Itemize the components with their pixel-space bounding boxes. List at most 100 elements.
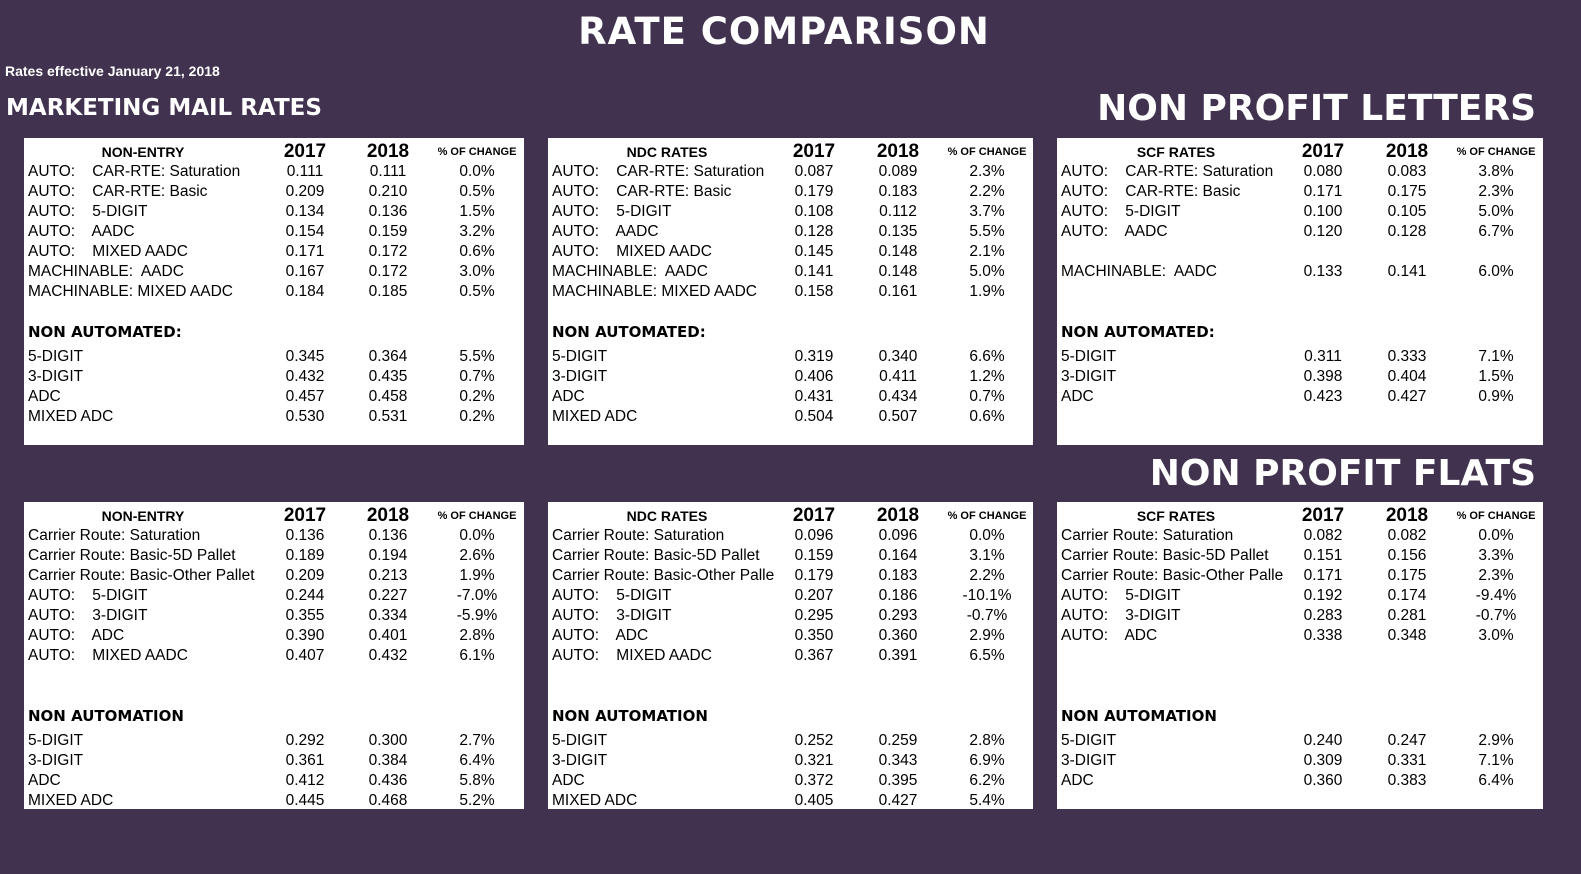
- rate-label: Carrier Route: Saturation: [552, 527, 725, 544]
- rate-label: AUTO: CAR-RTE: Basic: [1061, 183, 1241, 200]
- rate-2018: 0.148: [878, 243, 918, 260]
- rate-2017: 0.189: [285, 547, 325, 564]
- rate-2017: 0.192: [1303, 587, 1343, 604]
- rate-2017: 0.111: [286, 163, 324, 180]
- pct-change: 0.0%: [459, 163, 495, 180]
- table-row: AUTO: MIXED AADC 0.171 0.172 0.6%: [24, 242, 524, 262]
- rate-2017: 0.295: [794, 607, 834, 624]
- pct-change: 3.7%: [969, 203, 1005, 220]
- pct-change: 2.2%: [969, 183, 1005, 200]
- column-2018: 2018: [1385, 141, 1429, 162]
- column-2018: 2018: [366, 141, 410, 162]
- rate-2018: 0.360: [878, 627, 918, 644]
- pct-change: 3.0%: [1478, 627, 1514, 644]
- rate-2018: 0.175: [1387, 183, 1427, 200]
- column-pct-change: % OF CHANGE: [947, 146, 1027, 158]
- rate-label: AUTO: ADC: [28, 627, 125, 644]
- rate-2018: 0.089: [878, 163, 918, 180]
- rate-label: Carrier Route: Saturation: [1061, 527, 1234, 544]
- rate-label: 5-DIGIT: [552, 732, 608, 749]
- rate-2017: 0.355: [285, 607, 325, 624]
- pct-change: 0.5%: [459, 183, 495, 200]
- pct-change: 0.7%: [969, 388, 1005, 405]
- table-header: SCF RATES 2017 2018 % OF CHANGE: [1057, 142, 1543, 162]
- rate-2018: 0.136: [368, 527, 408, 544]
- rate-2018: 0.172: [368, 263, 408, 280]
- pct-change: -10.1%: [962, 587, 1012, 604]
- rate-2017: 0.087: [794, 163, 834, 180]
- rate-label: AUTO: 5-DIGIT: [1061, 587, 1181, 604]
- rate-label: AUTO: 5-DIGIT: [1061, 203, 1181, 220]
- rate-2018: 0.434: [878, 388, 918, 405]
- rate-2017: 0.361: [285, 752, 325, 769]
- rate-2018: 0.384: [368, 752, 408, 769]
- table-row: MIXED ADC 0.405 0.427 5.4%: [548, 791, 1033, 811]
- rate-2018: 0.383: [1387, 772, 1427, 789]
- rate-2017: 0.530: [285, 408, 325, 425]
- pct-change: 5.5%: [459, 348, 495, 365]
- rate-label: 5-DIGIT: [1061, 348, 1117, 365]
- rate-label: AUTO: ADC: [1061, 627, 1158, 644]
- rate-2018: 0.194: [368, 547, 408, 564]
- section-title-non-profit-letters: NON PROFIT LETTERS: [1097, 88, 1536, 129]
- pct-change: 2.8%: [969, 732, 1005, 749]
- pct-change: 5.0%: [1478, 203, 1514, 220]
- pct-change: 6.7%: [1478, 223, 1514, 240]
- rate-label: AUTO: 3-DIGIT: [1061, 607, 1181, 624]
- rate-label: AUTO: CAR-RTE: Basic: [28, 183, 208, 200]
- rate-2017: 0.372: [794, 772, 834, 789]
- rate-2018: 0.395: [878, 772, 918, 789]
- pct-change: 7.1%: [1478, 752, 1514, 769]
- pct-change: 6.6%: [969, 348, 1005, 365]
- rate-2017: 0.209: [285, 183, 325, 200]
- table-row: AUTO: 3-DIGIT 0.355 0.334 -5.9%: [24, 606, 524, 626]
- subsection-label: NON AUTOMATION: [1061, 707, 1217, 725]
- pct-change: 5.4%: [969, 792, 1005, 809]
- table-row: ADC 0.431 0.434 0.7%: [548, 387, 1033, 407]
- rate-2017: 0.321: [794, 752, 834, 769]
- rate-label: AUTO: 3-DIGIT: [28, 607, 148, 624]
- rate-2018: 0.175: [1387, 567, 1427, 584]
- subsection-heading: NON AUTOMATED:: [548, 323, 1033, 343]
- table-row: AUTO: MIXED AADC 0.145 0.148 2.1%: [548, 242, 1033, 262]
- rate-2017: 0.432: [285, 368, 325, 385]
- pct-change: 0.6%: [459, 243, 495, 260]
- subsection-heading: NON AUTOMATION: [548, 707, 1033, 727]
- rate-label: AUTO: 3-DIGIT: [552, 607, 672, 624]
- table-heading: SCF RATES: [1136, 144, 1216, 160]
- pct-change: 0.2%: [459, 388, 495, 405]
- rate-2018: 0.136: [368, 203, 408, 220]
- pct-change: 0.6%: [969, 408, 1005, 425]
- table-row: 5-DIGIT 0.240 0.247 2.9%: [1057, 731, 1543, 751]
- rate-2017: 0.179: [794, 183, 834, 200]
- table-row: AUTO: CAR-RTE: Basic 0.171 0.175 2.3%: [1057, 182, 1543, 202]
- subsection-label: NON AUTOMATION: [28, 707, 184, 725]
- pct-change: 3.0%: [459, 263, 495, 280]
- rate-2017: 0.128: [794, 223, 834, 240]
- rate-2018: 0.436: [368, 772, 408, 789]
- rate-2017: 0.311: [1304, 348, 1342, 365]
- rate-2017: 0.133: [1303, 263, 1343, 280]
- subsection-label: NON AUTOMATED:: [28, 323, 182, 341]
- rate-2017: 0.350: [794, 627, 834, 644]
- rate-2017: 0.390: [285, 627, 325, 644]
- pct-change: -0.7%: [966, 607, 1008, 624]
- rate-table-flats-ndc: NDC RATES 2017 2018 % OF CHANGE Carrier Rout…: [548, 502, 1033, 809]
- table-row: Carrier Route: Basic-Other Pallet 0.209 0.…: [24, 566, 524, 586]
- rate-2017: 0.159: [794, 547, 834, 564]
- rate-2017: 0.100: [1303, 203, 1343, 220]
- rate-label: ADC: [28, 772, 61, 789]
- table-row: Carrier Route: Basic-5D Pallet 0.151 0.156…: [1057, 546, 1543, 566]
- section-title-marketing-mail: MARKETING MAIL RATES: [6, 95, 322, 121]
- column-2018: 2018: [876, 141, 920, 162]
- rate-2017: 0.134: [285, 203, 325, 220]
- rate-2018: 0.300: [368, 732, 408, 749]
- rate-2018: 0.161: [878, 283, 918, 300]
- rate-label: 5-DIGIT: [1061, 732, 1117, 749]
- table-row: AUTO: 3-DIGIT 0.295 0.293 -0.7%: [548, 606, 1033, 626]
- rate-2018: 0.435: [368, 368, 408, 385]
- rate-2017: 0.207: [794, 587, 834, 604]
- rate-label: AUTO: CAR-RTE: Basic: [552, 183, 732, 200]
- subsection-heading: NON AUTOMATION: [24, 707, 524, 727]
- rate-2017: 0.445: [285, 792, 325, 809]
